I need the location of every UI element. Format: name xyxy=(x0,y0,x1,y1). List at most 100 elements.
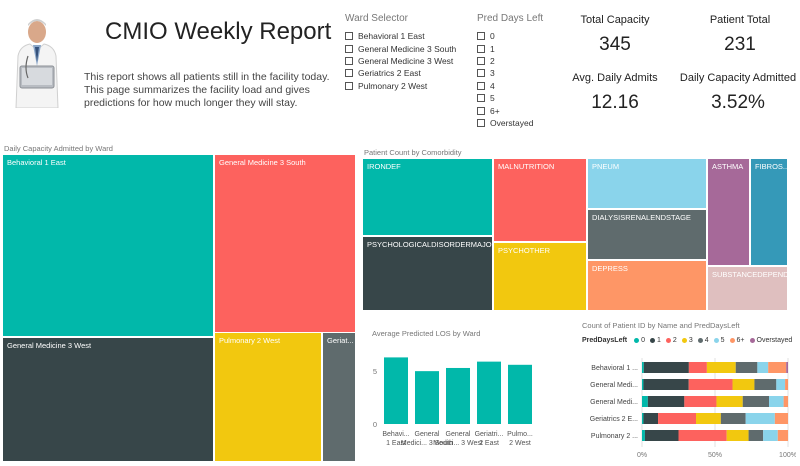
stacked-bar-segment[interactable] xyxy=(776,379,786,390)
los-bar[interactable] xyxy=(508,364,532,424)
ward-selector: Ward Selector Behavioral 1 East General M… xyxy=(345,13,456,92)
checkbox-icon[interactable] xyxy=(477,106,485,115)
checkbox-icon[interactable] xyxy=(345,81,353,90)
stacked-bar-segment[interactable] xyxy=(783,396,788,407)
stacked-bar-segment[interactable] xyxy=(647,396,685,407)
stacked-bar-segment[interactable] xyxy=(726,430,749,441)
treemap-cell-asthma[interactable]: ASTHMA xyxy=(707,158,750,266)
checkbox-icon[interactable] xyxy=(345,44,353,53)
stacked-bar-segment[interactable] xyxy=(763,430,778,441)
stacked-bar-segment[interactable] xyxy=(706,362,736,373)
checkbox-icon[interactable] xyxy=(477,118,485,127)
checkbox-icon[interactable] xyxy=(477,69,485,78)
legend-item[interactable]: 0 xyxy=(634,337,645,344)
treemap-cell-psychologicaldisordermajor[interactable]: PSYCHOLOGICALDISORDERMAJOR xyxy=(362,236,493,311)
stacked-bar-segment[interactable] xyxy=(658,413,697,424)
stacked-bar-segment[interactable] xyxy=(745,413,775,424)
treemap-cell-pulmonary-2-west[interactable]: Pulmonary 2 West xyxy=(214,332,322,462)
pred-days-option[interactable]: 5 xyxy=(477,92,543,104)
stacked-bar-segment[interactable] xyxy=(643,379,689,390)
treemap-cell-behavioral-1-east[interactable]: Behavioral 1 East xyxy=(2,154,214,337)
legend-item[interactable]: 2 xyxy=(665,337,677,344)
checkbox-icon[interactable] xyxy=(477,44,485,53)
pred-days-option[interactable]: 4 xyxy=(477,80,543,92)
pred-days-option[interactable]: 6+ xyxy=(477,104,543,116)
pred-days-option[interactable]: Overstayed xyxy=(477,117,543,129)
legend-label: 0 xyxy=(641,337,645,344)
treemap-cell-general-medicine-3-south[interactable]: General Medicine 3 South xyxy=(214,154,356,337)
treemap-cell-substancedependence[interactable]: SUBSTANCEDEPEND... xyxy=(707,266,788,311)
pred-days-option-label: 1 xyxy=(490,43,495,54)
stacked-bar-segment[interactable] xyxy=(642,413,644,424)
x-tick-label: 50% xyxy=(708,452,722,459)
stacked-bar-segment[interactable] xyxy=(684,396,717,407)
checkbox-icon[interactable] xyxy=(345,32,353,41)
stacked-bar-segment[interactable] xyxy=(642,379,644,390)
pred-days-option[interactable]: 3 xyxy=(477,67,543,79)
stacked-bar-segment[interactable] xyxy=(643,362,689,373)
treemap-cell-fibrosis[interactable]: FIBROS... xyxy=(750,158,788,266)
treemap-cell-psychother[interactable]: PSYCHOTHER xyxy=(493,242,587,311)
stacked-bar-segment[interactable] xyxy=(642,362,644,373)
legend-item[interactable]: Overstayed xyxy=(749,337,792,344)
stacked-bar-segment[interactable] xyxy=(642,396,648,407)
stacked-bar-segment[interactable] xyxy=(742,396,770,407)
stacked-bar-segment[interactable] xyxy=(688,379,733,390)
los-bar[interactable] xyxy=(415,371,439,424)
stacked-bar-segment[interactable] xyxy=(777,430,788,441)
stacked-bar-segment[interactable] xyxy=(786,362,788,373)
ward-option[interactable]: Geriatrics 2 East xyxy=(345,67,456,79)
treemap-cell-geriatrics-2-east[interactable]: Geriat... xyxy=(322,332,356,462)
legend-item[interactable]: 4 xyxy=(697,337,709,344)
ward-option[interactable]: Pulmonary 2 West xyxy=(345,80,456,92)
stacked-bar-segment[interactable] xyxy=(643,413,659,424)
legend-item[interactable]: 5 xyxy=(713,337,725,344)
stacked-bar-segment[interactable] xyxy=(748,430,764,441)
treemap-cell-irondef[interactable]: IRONDEF xyxy=(362,158,493,236)
stacked-bar-segment[interactable] xyxy=(642,430,645,441)
checkbox-icon[interactable] xyxy=(477,32,485,41)
avg-daily-admits-label: Avg. Daily Admits xyxy=(572,72,658,84)
checkbox-icon[interactable] xyxy=(345,56,353,65)
ward-option[interactable]: General Medicine 3 South xyxy=(345,42,456,54)
legend-item[interactable]: 1 xyxy=(650,337,661,344)
treemap-cell-pneum[interactable]: PNEUM xyxy=(587,158,707,209)
legend-item[interactable]: 3 xyxy=(681,337,693,344)
ward-option[interactable]: General Medicine 3 West xyxy=(345,55,456,67)
treemap-cell-dialysisrenalendstage[interactable]: DIALYSISRENALENDSTAGE xyxy=(587,209,707,260)
stacked-bar-segment[interactable] xyxy=(785,379,788,390)
stacked-bar-segment[interactable] xyxy=(732,379,755,390)
pred-days-option-label: 5 xyxy=(490,93,495,104)
pred-days-selector-title: Pred Days Left xyxy=(477,13,544,24)
los-bar[interactable] xyxy=(384,357,408,424)
stacked-bar-segment[interactable] xyxy=(768,362,787,373)
pred-days-option[interactable]: 2 xyxy=(477,55,543,67)
avg-daily-admits-value: 12.16 xyxy=(591,92,639,113)
stacked-bar-segment[interactable] xyxy=(688,362,707,373)
stacked-bar-segment[interactable] xyxy=(754,379,777,390)
stacked-bar-segment[interactable] xyxy=(774,413,788,424)
checkbox-icon[interactable] xyxy=(477,56,485,65)
los-bar[interactable] xyxy=(477,361,501,424)
stacked-bar-segment[interactable] xyxy=(757,362,769,373)
stacked-bar-segment[interactable] xyxy=(720,413,746,424)
los-bar[interactable] xyxy=(446,367,470,424)
checkbox-icon[interactable] xyxy=(345,69,353,78)
stacked-bar-segment[interactable] xyxy=(696,413,721,424)
treemap-cell-depress[interactable]: DEPRESS xyxy=(587,260,707,311)
stacked-bar-segment[interactable] xyxy=(716,396,743,407)
stacked-bar-segment[interactable] xyxy=(735,362,758,373)
stacked-bar-segment[interactable] xyxy=(769,396,784,407)
legend-item[interactable]: 6+ xyxy=(729,337,745,344)
patient-total-label: Patient Total xyxy=(709,14,771,26)
stacked-bar-segment[interactable] xyxy=(644,430,679,441)
checkbox-icon[interactable] xyxy=(477,81,485,90)
pred-days-option[interactable]: 1 xyxy=(477,42,543,54)
ward-option[interactable]: Behavioral 1 East xyxy=(345,30,456,42)
stacked-bar-segment[interactable] xyxy=(678,430,727,441)
treemap-cell-general-medicine-3-west[interactable]: General Medicine 3 West xyxy=(2,337,214,462)
legend-label: 3 xyxy=(688,337,693,344)
treemap-cell-malnutrition[interactable]: MALNUTRITION xyxy=(493,158,587,242)
checkbox-icon[interactable] xyxy=(477,94,485,103)
pred-days-option[interactable]: 0 xyxy=(477,30,543,42)
